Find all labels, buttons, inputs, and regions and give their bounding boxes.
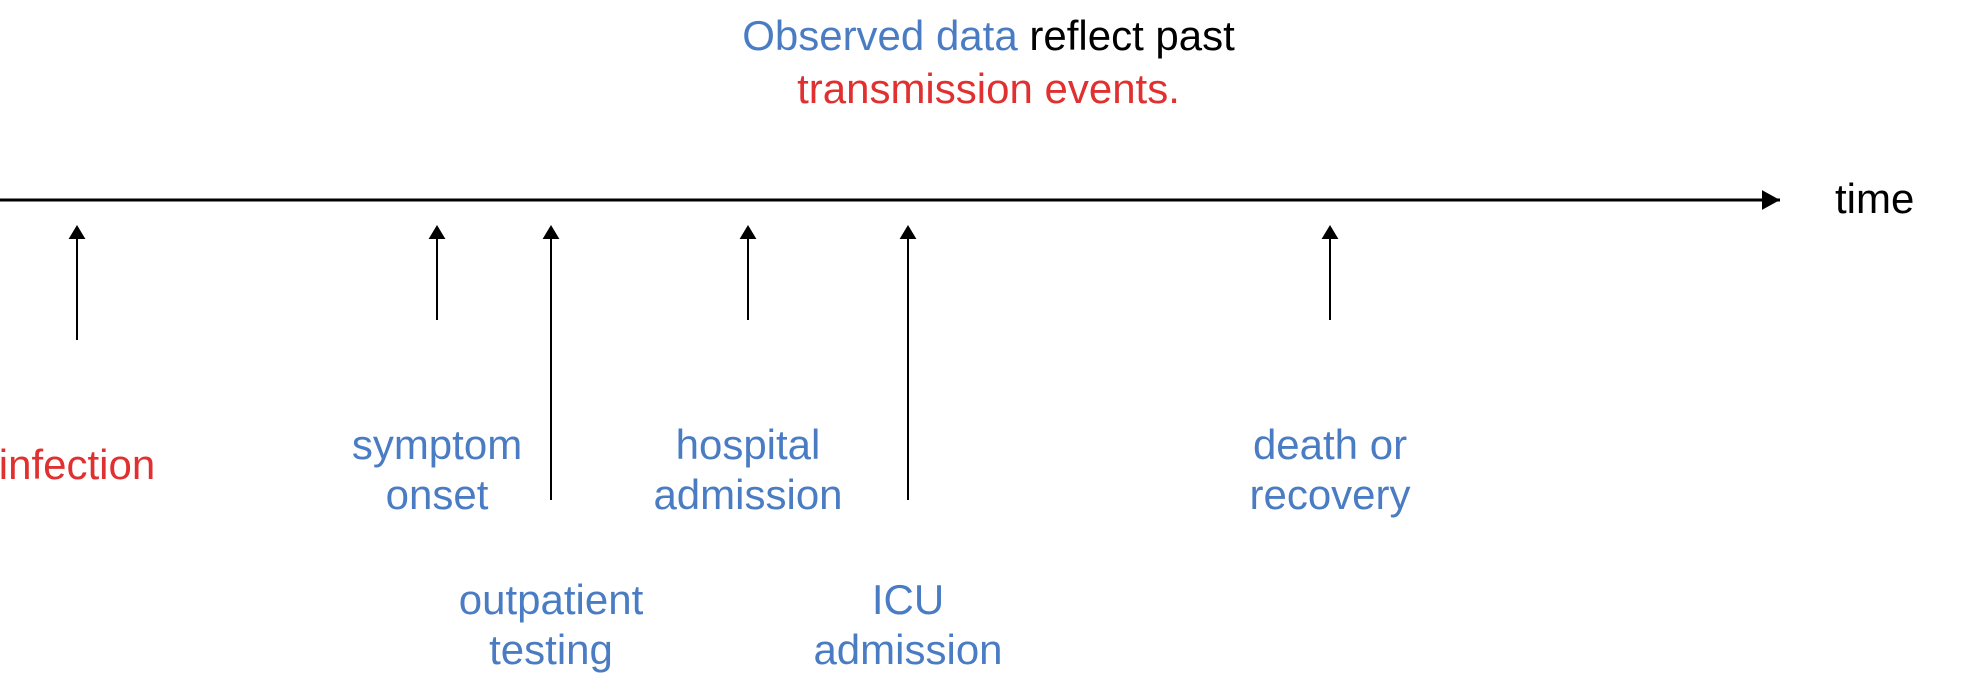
title-line-1: transmission events. bbox=[0, 63, 1977, 116]
event-label-infection: infection bbox=[0, 440, 155, 490]
event-label-line: admission bbox=[813, 625, 1002, 675]
event-label-line: admission bbox=[653, 470, 842, 520]
event-label-line: ICU bbox=[813, 575, 1002, 625]
event-label-line: infection bbox=[0, 440, 155, 490]
event-label-line: hospital bbox=[653, 420, 842, 470]
title-span: transmission events. bbox=[797, 65, 1180, 112]
event-label-line: testing bbox=[459, 625, 644, 675]
event-arrowhead-icon-hospital-admission bbox=[740, 225, 757, 239]
event-label-line: onset bbox=[352, 470, 522, 520]
event-label-outpatient-testing: outpatienttesting bbox=[459, 575, 644, 676]
event-label-icu-admission: ICUadmission bbox=[813, 575, 1002, 676]
event-label-symptom-onset: symptomonset bbox=[352, 420, 522, 521]
event-arrowhead-icon-death-or-recovery bbox=[1322, 225, 1339, 239]
event-label-hospital-admission: hospitaladmission bbox=[653, 420, 842, 521]
title-span: reflect past bbox=[1018, 12, 1235, 59]
timeline: time infection symptomonset outpatienttest… bbox=[0, 175, 1977, 675]
event-arrowhead-icon-outpatient-testing bbox=[543, 225, 560, 239]
axis-label-time: time bbox=[1835, 175, 1914, 223]
event-label-line: symptom bbox=[352, 420, 522, 470]
event-label-line: death or bbox=[1249, 420, 1410, 470]
diagram-title: Observed data reflect pasttransmission e… bbox=[0, 10, 1977, 115]
title-span: Observed data bbox=[742, 12, 1018, 59]
event-arrowhead-icon-infection bbox=[69, 225, 86, 239]
event-label-line: recovery bbox=[1249, 470, 1410, 520]
event-label-line: outpatient bbox=[459, 575, 644, 625]
event-arrowhead-icon-symptom-onset bbox=[429, 225, 446, 239]
event-arrowhead-icon-icu-admission bbox=[900, 225, 917, 239]
timeline-axis-arrowhead-icon bbox=[1762, 190, 1780, 210]
diagram-container: Observed data reflect pasttransmission e… bbox=[0, 0, 1977, 678]
event-label-death-or-recovery: death orrecovery bbox=[1249, 420, 1410, 521]
title-line-0: Observed data reflect past bbox=[0, 10, 1977, 63]
